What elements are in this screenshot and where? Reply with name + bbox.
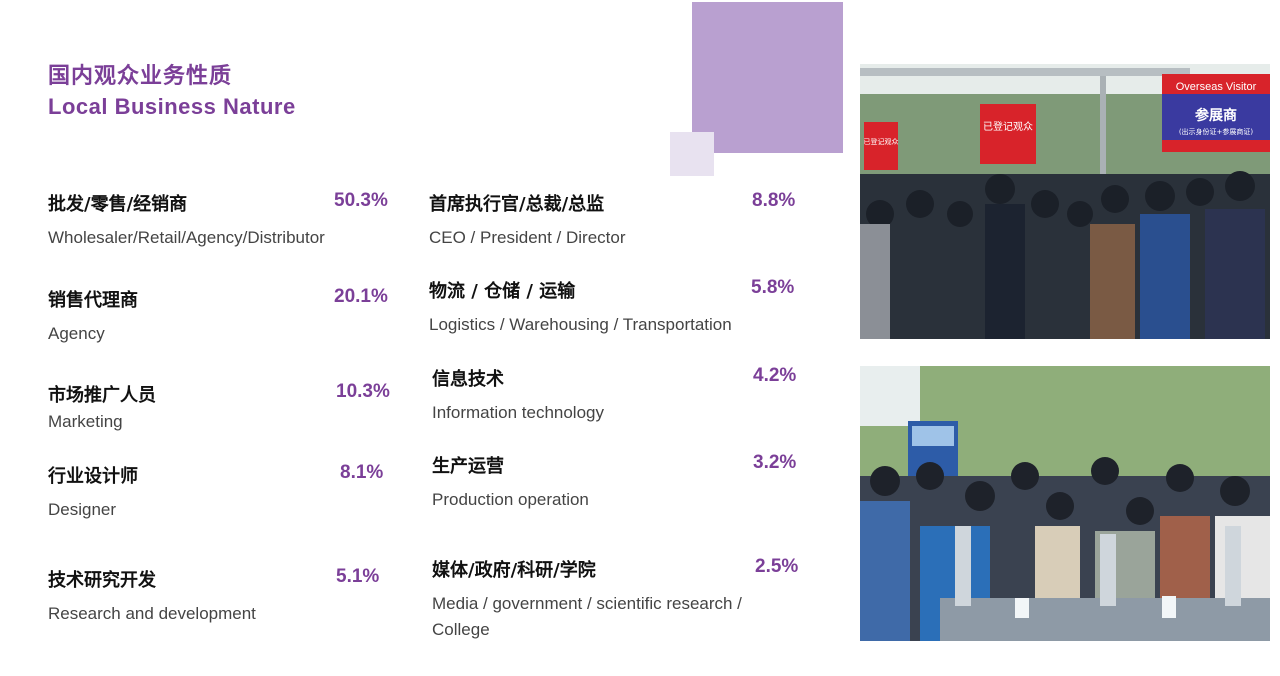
sign-overseas-visitor: Overseas Visitor — [1176, 81, 1257, 93]
stat-label-cn: 首席执行官/总裁/总监 — [429, 194, 605, 215]
page-title-en: Local Business Nature — [48, 94, 296, 119]
stat-label-cn: 信息技术 — [432, 369, 504, 390]
photo-visitors-gates — [860, 366, 1270, 641]
stat-label-cn: 生产运营 — [432, 456, 504, 477]
stat-label-cn: 物流 / 仓储 / 运输 — [429, 281, 576, 302]
stat-percentage: 8.1% — [340, 462, 384, 483]
stat-label-en: CEO / President / Director — [429, 228, 626, 247]
sign-exhibitor: 参展商 — [1195, 107, 1237, 124]
sign-exhibitor-sub: (出示身份证+参展商证) — [1179, 127, 1254, 136]
stat-label-en: Production operation — [432, 490, 589, 509]
decorative-square-large — [692, 2, 843, 153]
page-title-cn: 国内观众业务性质 — [48, 64, 233, 89]
stat-label-cn: 销售代理商 — [48, 290, 138, 311]
stat-percentage: 10.3% — [336, 381, 390, 402]
stat-percentage: 20.1% — [334, 286, 388, 307]
stat-label-en: Media / government / scientific research… — [432, 594, 742, 639]
stat-label-en: Logistics / Warehousing / Transportation — [429, 315, 732, 334]
stat-label-en: Research and development — [48, 604, 256, 623]
stat-percentage: 8.8% — [752, 190, 796, 211]
stat-label-cn: 批发/零售/经销商 — [48, 194, 188, 215]
stat-label-en: Wholesaler/Retail/Agency/Distributor — [48, 228, 325, 247]
stat-label-cn: 技术研究开发 — [48, 570, 156, 591]
stat-label-en: Agency — [48, 324, 105, 343]
stat-label-en: Designer — [48, 500, 117, 519]
sign-registered-left: 已登记观众 — [864, 137, 899, 146]
stat-label-cn: 市场推广人员 — [48, 385, 156, 406]
stat-percentage: 5.1% — [336, 566, 380, 587]
stat-label-en: Marketing — [48, 412, 123, 431]
stat-percentage: 3.2% — [753, 452, 797, 473]
stat-label-en: Information technology — [432, 403, 604, 422]
stat-percentage: 50.3% — [334, 190, 388, 211]
stat-label-cn: 行业设计师 — [48, 466, 138, 487]
photo-crowd-registration: 已登记观众 已登记观众 Overseas Visitor 参展商 (出示身份证+… — [860, 64, 1270, 339]
stat-percentage: 2.5% — [755, 556, 799, 577]
stat-percentage: 4.2% — [753, 365, 797, 386]
stat-label-cn: 媒体/政府/科研/学院 — [432, 560, 596, 581]
decorative-square-small — [670, 132, 714, 176]
stat-percentage: 5.8% — [751, 277, 795, 298]
sign-registered: 已登记观众 — [983, 120, 1033, 133]
